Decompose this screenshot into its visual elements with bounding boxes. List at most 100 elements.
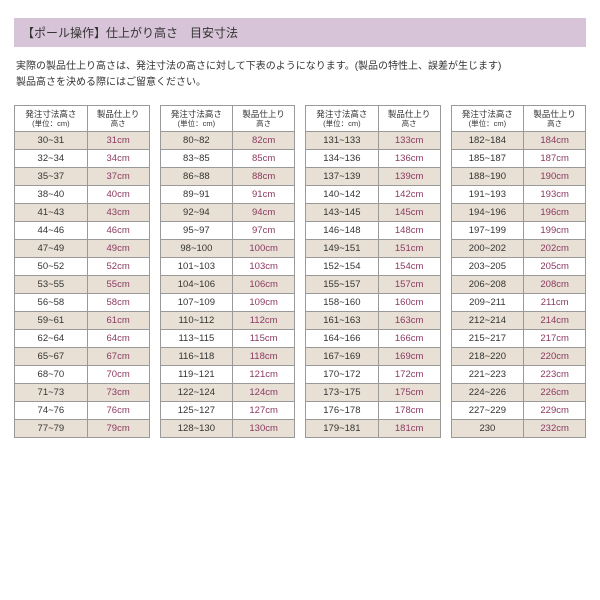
- table-row: 92~9494cm: [160, 204, 295, 222]
- table-row: 116~118118cm: [160, 348, 295, 366]
- cell-order-range: 224~226: [451, 384, 524, 402]
- table-row: 41~4343cm: [15, 204, 150, 222]
- cell-product-height: 184cm: [524, 132, 586, 150]
- cell-order-range: 218~220: [451, 348, 524, 366]
- table-row: 158~160160cm: [306, 294, 441, 312]
- cell-order-range: 71~73: [15, 384, 88, 402]
- table-row: 206~208208cm: [451, 276, 586, 294]
- cell-product-height: 46cm: [87, 222, 149, 240]
- table-row: 113~115115cm: [160, 330, 295, 348]
- cell-order-range: 170~172: [306, 366, 379, 384]
- cell-product-height: 94cm: [233, 204, 295, 222]
- table-row: 131~133133cm: [306, 132, 441, 150]
- cell-product-height: 55cm: [87, 276, 149, 294]
- cell-product-height: 160cm: [378, 294, 440, 312]
- cell-order-range: 80~82: [160, 132, 233, 150]
- table-row: 197~199199cm: [451, 222, 586, 240]
- table-row: 227~229229cm: [451, 402, 586, 420]
- cell-order-range: 38~40: [15, 186, 88, 204]
- cell-order-range: 158~160: [306, 294, 379, 312]
- cell-product-height: 133cm: [378, 132, 440, 150]
- cell-order-range: 44~46: [15, 222, 88, 240]
- cell-order-range: 62~64: [15, 330, 88, 348]
- table-row: 143~145145cm: [306, 204, 441, 222]
- cell-order-range: 74~76: [15, 402, 88, 420]
- table-row: 155~157157cm: [306, 276, 441, 294]
- size-table-1: 発注寸法高さ(単位：cm)製品仕上り高さ30~3131cm32~3434cm35…: [14, 105, 150, 438]
- cell-product-height: 220cm: [524, 348, 586, 366]
- cell-order-range: 53~55: [15, 276, 88, 294]
- table-row: 62~6464cm: [15, 330, 150, 348]
- table-row: 86~8888cm: [160, 168, 295, 186]
- table-row: 119~121121cm: [160, 366, 295, 384]
- cell-product-height: 34cm: [87, 150, 149, 168]
- cell-order-range: 200~202: [451, 240, 524, 258]
- size-table-2: 発注寸法高さ(単位：cm)製品仕上り高さ80~8282cm83~8585cm86…: [160, 105, 296, 438]
- cell-order-range: 59~61: [15, 312, 88, 330]
- cell-product-height: 106cm: [233, 276, 295, 294]
- cell-product-height: 214cm: [524, 312, 586, 330]
- table-row: 176~178178cm: [306, 402, 441, 420]
- cell-order-range: 89~91: [160, 186, 233, 204]
- cell-product-height: 37cm: [87, 168, 149, 186]
- table-row: 200~202202cm: [451, 240, 586, 258]
- table-row: 125~127127cm: [160, 402, 295, 420]
- table-row: 161~163163cm: [306, 312, 441, 330]
- cell-product-height: 193cm: [524, 186, 586, 204]
- table-row: 188~190190cm: [451, 168, 586, 186]
- cell-order-range: 206~208: [451, 276, 524, 294]
- table-row: 95~9797cm: [160, 222, 295, 240]
- col-header-order-size: 発注寸法高さ(単位：cm): [160, 106, 233, 132]
- table-row: 104~106106cm: [160, 276, 295, 294]
- cell-product-height: 223cm: [524, 366, 586, 384]
- cell-product-height: 40cm: [87, 186, 149, 204]
- cell-order-range: 101~103: [160, 258, 233, 276]
- cell-order-range: 212~214: [451, 312, 524, 330]
- cell-order-range: 95~97: [160, 222, 233, 240]
- table-row: 59~6161cm: [15, 312, 150, 330]
- page-title: 【ポール操作】仕上がり高さ 目安寸法: [14, 18, 586, 47]
- cell-order-range: 113~115: [160, 330, 233, 348]
- table-row: 182~184184cm: [451, 132, 586, 150]
- table-row: 137~139139cm: [306, 168, 441, 186]
- table-row: 194~196196cm: [451, 204, 586, 222]
- table-row: 53~5555cm: [15, 276, 150, 294]
- cell-order-range: 128~130: [160, 420, 233, 438]
- cell-product-height: 199cm: [524, 222, 586, 240]
- cell-order-range: 77~79: [15, 420, 88, 438]
- table-row: 71~7373cm: [15, 384, 150, 402]
- cell-product-height: 52cm: [87, 258, 149, 276]
- table-row: 167~169169cm: [306, 348, 441, 366]
- cell-order-range: 152~154: [306, 258, 379, 276]
- cell-product-height: 166cm: [378, 330, 440, 348]
- cell-product-height: 31cm: [87, 132, 149, 150]
- cell-product-height: 118cm: [233, 348, 295, 366]
- cell-order-range: 173~175: [306, 384, 379, 402]
- table-row: 164~166166cm: [306, 330, 441, 348]
- cell-order-range: 203~205: [451, 258, 524, 276]
- cell-product-height: 43cm: [87, 204, 149, 222]
- desc-line-1: 実際の製品仕上り高さは、発注寸法の高さに対して下表のようになります。(製品の特性…: [16, 59, 584, 75]
- table-row: 215~217217cm: [451, 330, 586, 348]
- cell-product-height: 67cm: [87, 348, 149, 366]
- table-row: 47~4949cm: [15, 240, 150, 258]
- cell-order-range: 164~166: [306, 330, 379, 348]
- cell-product-height: 229cm: [524, 402, 586, 420]
- table-row: 101~103103cm: [160, 258, 295, 276]
- cell-order-range: 182~184: [451, 132, 524, 150]
- cell-order-range: 104~106: [160, 276, 233, 294]
- table-row: 35~3737cm: [15, 168, 150, 186]
- cell-product-height: 169cm: [378, 348, 440, 366]
- cell-product-height: 178cm: [378, 402, 440, 420]
- col-header-order-size: 発注寸法高さ(単位：cm): [15, 106, 88, 132]
- col-header-product-size: 製品仕上り高さ: [233, 106, 295, 132]
- cell-order-range: 149~151: [306, 240, 379, 258]
- cell-product-height: 64cm: [87, 330, 149, 348]
- cell-order-range: 83~85: [160, 150, 233, 168]
- cell-order-range: 188~190: [451, 168, 524, 186]
- table-row: 146~148148cm: [306, 222, 441, 240]
- cell-order-range: 122~124: [160, 384, 233, 402]
- cell-order-range: 146~148: [306, 222, 379, 240]
- cell-product-height: 121cm: [233, 366, 295, 384]
- cell-product-height: 76cm: [87, 402, 149, 420]
